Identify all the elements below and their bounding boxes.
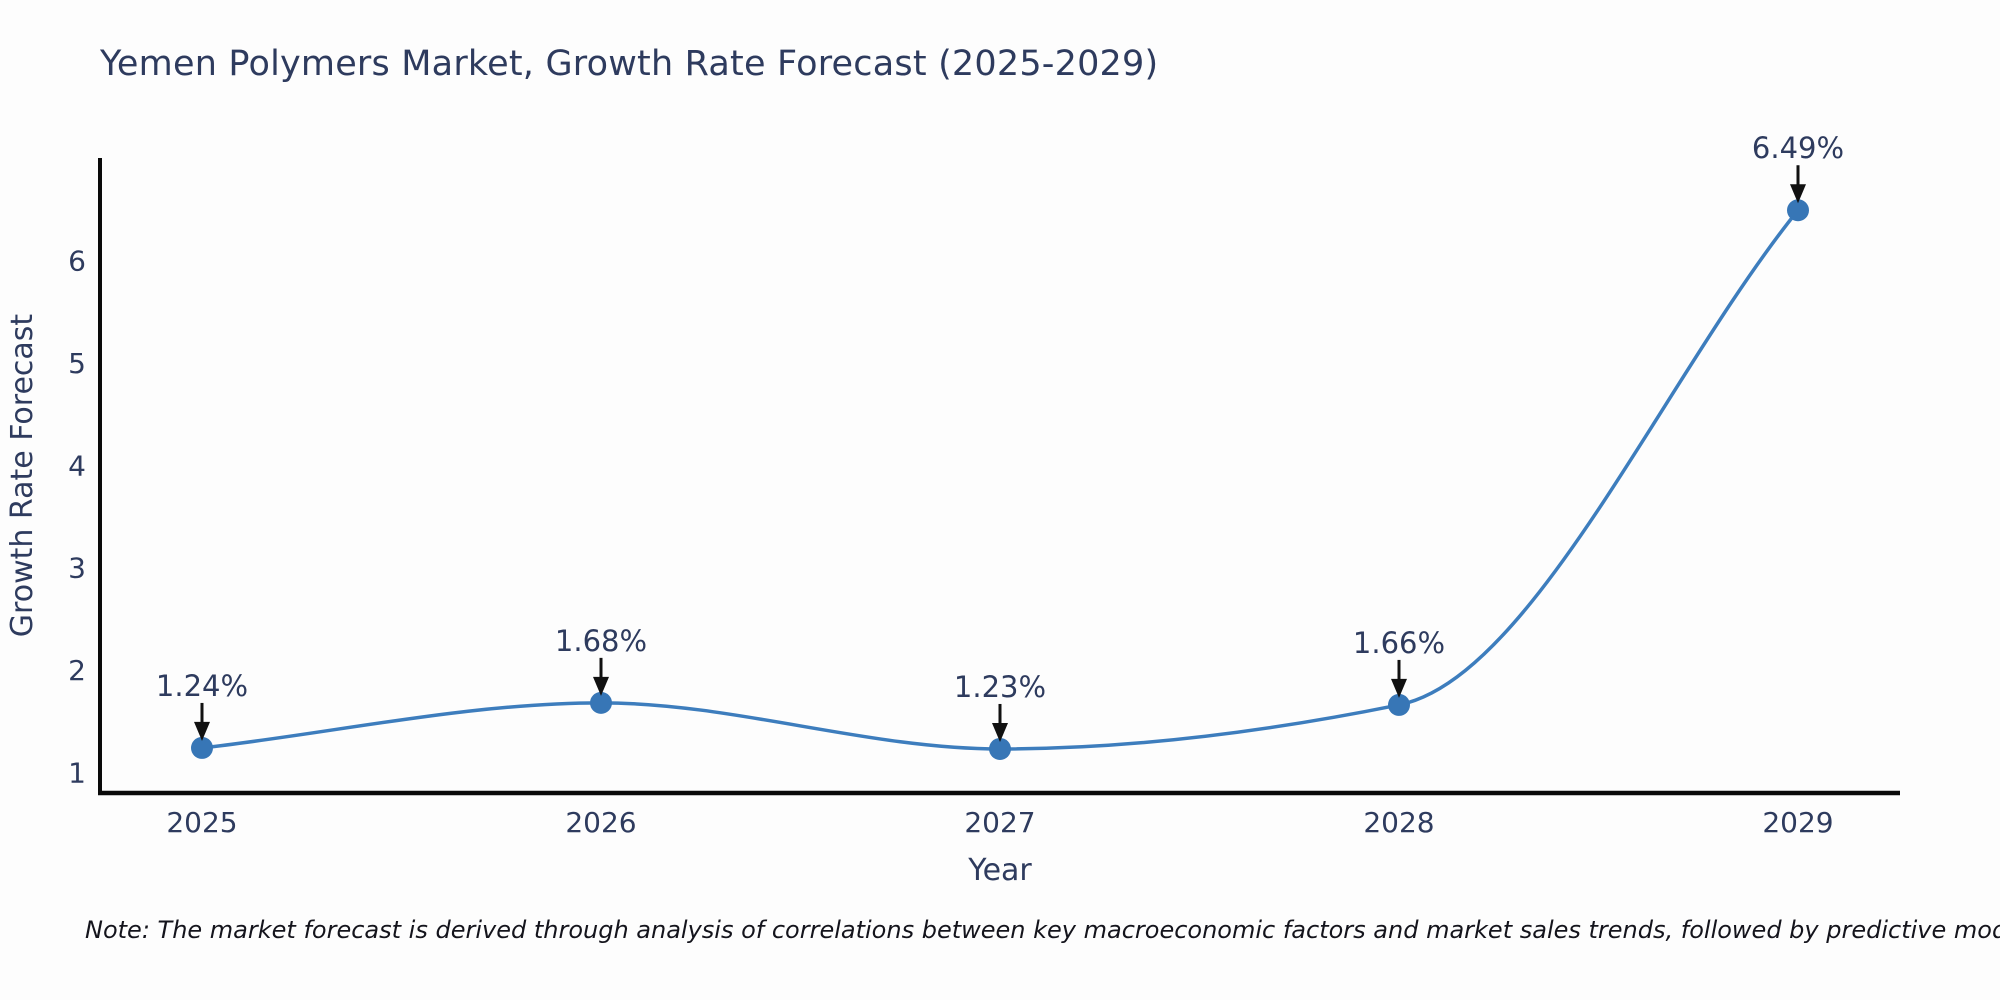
data-point-label: 1.66% [1353,626,1445,660]
annotation-arrow-head [1790,184,1806,204]
x-tick-label: 2028 [1363,806,1434,839]
annotation-arrow-head [1391,678,1407,698]
x-tick-label: 2025 [166,806,237,839]
y-tick-label: 6 [68,244,86,277]
data-point-2025 [191,736,213,759]
y-tick-label: 3 [68,552,86,585]
data-point-label: 6.49% [1752,131,1844,165]
chart-title: Yemen Polymers Market, Growth Rate Forec… [100,44,1159,84]
data-point-label: 1.24% [156,669,248,703]
y-tick-label: 2 [68,654,86,687]
x-tick-label: 2027 [964,806,1035,839]
data-point-label: 1.68% [555,624,647,658]
forecast-line [200,208,1800,751]
data-point-label: 1.23% [954,670,1046,704]
x-tick-label: 2029 [1762,806,1833,839]
chart-note: Note: The market forecast is derived thr… [85,916,2000,944]
y-axis-title: Growth Rate Forecast [5,314,40,638]
y-tick-label: 5 [68,347,86,380]
data-point-2026 [590,691,612,714]
x-tick-label: 2026 [565,806,636,839]
annotation-arrow-head [593,676,609,696]
data-point-2027 [989,737,1011,760]
annotation-arrow-head [992,722,1008,742]
x-axis-title: Year [967,853,1032,888]
annotation-arrow-head [194,721,210,741]
y-tick-label: 1 [68,757,86,790]
y-tick-label: 4 [68,449,86,482]
data-point-2028 [1388,693,1410,716]
data-point-2029 [1787,199,1809,222]
